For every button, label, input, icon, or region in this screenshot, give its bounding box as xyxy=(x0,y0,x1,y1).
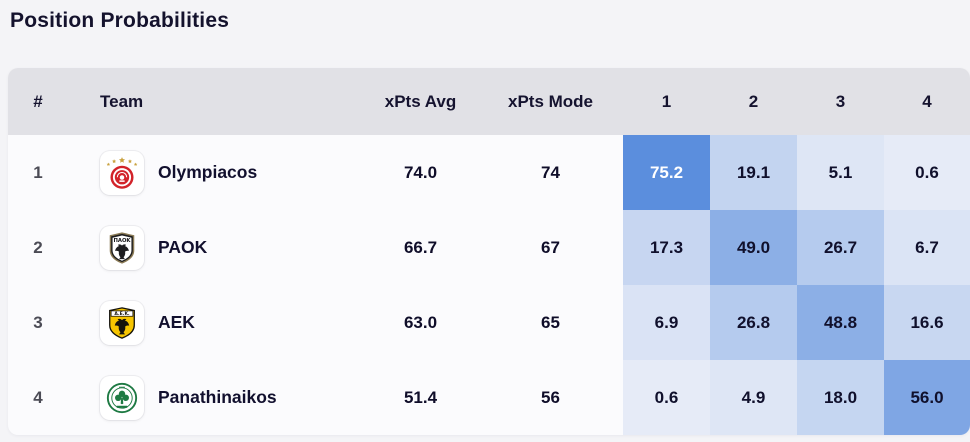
probability-cell: 19.1 xyxy=(710,135,797,210)
xpts-avg-cell: 66.7 xyxy=(403,237,438,257)
team-name: Olympiacos xyxy=(158,162,258,182)
header-xpts-mode: xPts Mode xyxy=(507,91,594,111)
position-probabilities-table: # Team xPts Avg xPts Mode 1 2 3 4 1 Olym… xyxy=(8,68,970,435)
probability-cell: 17.3 xyxy=(623,210,710,285)
probability-cell: 26.7 xyxy=(797,210,884,285)
xpts-mode-cell: 67 xyxy=(541,237,560,257)
rank-cell: 1 xyxy=(33,162,43,182)
probability-cell: 0.6 xyxy=(884,135,970,210)
xpts-mode-cell: 56 xyxy=(541,387,560,407)
xpts-avg-cell: 51.4 xyxy=(403,387,438,407)
team-name: AEK xyxy=(158,312,195,332)
team-name: Panathinaikos xyxy=(158,387,277,407)
table-row: 2 ΠΑΟΚ PAOK 66.7 67 17.3 49.0 26.7 6.7 xyxy=(8,210,970,285)
probability-cell: 16.6 xyxy=(884,285,970,360)
team-logo-tile: ●●● xyxy=(100,375,144,420)
xpts-avg-cell: 74.0 xyxy=(403,162,438,182)
header-xpts-avg: xPts Avg xyxy=(384,91,457,111)
probability-cell: 4.9 xyxy=(710,360,797,435)
svg-text:A.E.K.: A.E.K. xyxy=(114,311,130,317)
svg-text:ΠΑΟΚ: ΠΑΟΚ xyxy=(113,237,131,243)
xpts-mode-cell: 65 xyxy=(541,312,560,332)
rank-cell: 2 xyxy=(33,237,43,257)
team-logo-tile xyxy=(100,150,144,195)
xpts-avg-cell: 63.0 xyxy=(403,312,438,332)
table-row: 1 Olympiacos 74.0 74 75.2 19.1 5.1 0.6 xyxy=(8,135,970,210)
paok-crest-icon: ΠΑΟΚ xyxy=(109,231,135,264)
probability-cell: 56.0 xyxy=(884,360,970,435)
probability-cell: 6.7 xyxy=(884,210,970,285)
header-team: Team xyxy=(100,91,144,111)
team-cell: A.E.K. AEK xyxy=(68,285,363,360)
team-cell: Olympiacos xyxy=(68,135,363,210)
svg-text:●●●: ●●● xyxy=(119,385,125,388)
rank-cell: 3 xyxy=(33,312,43,332)
header-position-3: 3 xyxy=(835,91,846,111)
table-row: 4 ●●● Panathinaikos 51.4 56 0.6 4.9 18.0… xyxy=(8,360,970,435)
probability-cell: 0.6 xyxy=(623,360,710,435)
page-title: Position Probabilities xyxy=(10,9,230,32)
probability-cell: 6.9 xyxy=(623,285,710,360)
table-body: 1 Olympiacos 74.0 74 75.2 19.1 5.1 0.6 2 xyxy=(8,135,970,435)
probability-cell: 5.1 xyxy=(797,135,884,210)
probability-cell: 49.0 xyxy=(710,210,797,285)
team-logo-tile: ΠΑΟΚ xyxy=(100,225,144,270)
header-position-4: 4 xyxy=(922,91,932,111)
probability-cell: 48.8 xyxy=(797,285,884,360)
aek-crest-icon: A.E.K. xyxy=(109,306,135,339)
probability-cell: 18.0 xyxy=(797,360,884,435)
team-cell: ●●● Panathinaikos xyxy=(68,360,363,435)
team-cell: ΠΑΟΚ PAOK xyxy=(68,210,363,285)
header-rank: # xyxy=(33,91,43,111)
table-row: 3 A.E.K. AEK 63.0 65 6.9 26.8 48.8 16.6 xyxy=(8,285,970,360)
header-position-1: 1 xyxy=(661,91,672,111)
table-header-row: # Team xPts Avg xPts Mode 1 2 3 4 xyxy=(8,68,970,135)
olympiacos-crest-icon xyxy=(106,156,138,189)
probability-cell: 26.8 xyxy=(710,285,797,360)
team-logo-tile: A.E.K. xyxy=(100,300,144,345)
xpts-mode-cell: 74 xyxy=(541,162,560,182)
panathinaikos-crest-icon: ●●● xyxy=(106,382,138,413)
header-position-2: 2 xyxy=(748,91,759,111)
rank-cell: 4 xyxy=(33,387,43,407)
team-name: PAOK xyxy=(158,237,208,257)
probability-cell: 75.2 xyxy=(623,135,710,210)
